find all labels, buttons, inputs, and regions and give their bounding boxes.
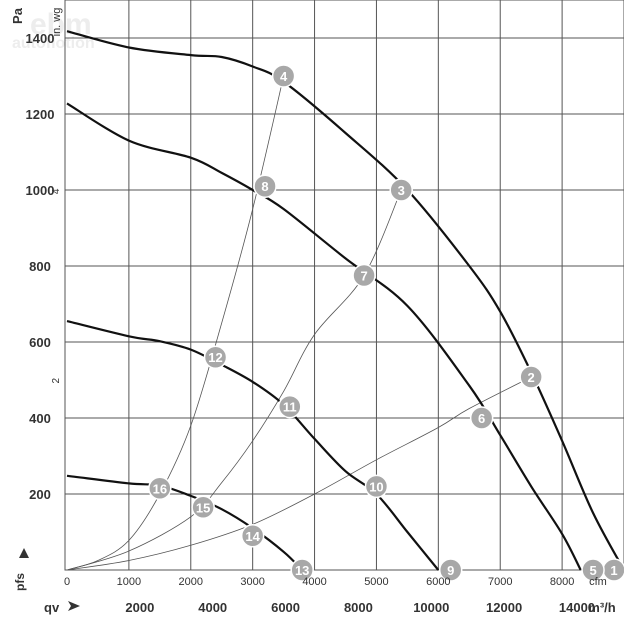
x-tick-label-cfm: 6000 xyxy=(426,576,450,588)
operating-point-marker xyxy=(271,64,296,88)
x-tick-label-cfm: 0 xyxy=(64,576,70,588)
y-axis-symbol: pfs xyxy=(13,548,29,591)
y-tick-label-pa: 1200 xyxy=(26,107,55,122)
y-axis-arrow-icon xyxy=(19,548,29,558)
x-tick-label-m3h: 10000 xyxy=(413,600,449,615)
operating-point-label: 6 xyxy=(478,411,485,426)
operating-point-marker xyxy=(352,263,376,288)
operating-point-label: 10 xyxy=(369,479,383,494)
x-tick-label-cfm: 5000 xyxy=(364,576,388,588)
x-tick-label-cfm: 8000 xyxy=(550,576,574,588)
operating-point-label: 7 xyxy=(360,269,367,284)
x-axis-symbol-label: qv xyxy=(44,600,60,615)
operating-point-label: 9 xyxy=(447,563,454,578)
x-tick-label-m3h: 8000 xyxy=(344,600,373,615)
operating-point-label: 4 xyxy=(280,69,288,84)
y-tick-label-pa: 1400 xyxy=(26,31,55,46)
y-tick-label-pa: 600 xyxy=(29,335,51,350)
fan-curve-line xyxy=(66,30,624,571)
y-axis-unit-inwg: in. wg xyxy=(51,8,63,37)
operating-point-label: 5 xyxy=(589,563,596,578)
fan-curve-line xyxy=(66,102,582,571)
watermark-slogan: autoflotion xyxy=(12,35,95,52)
operating-point-label: 8 xyxy=(261,179,268,194)
y-tick-label-pa: 200 xyxy=(29,487,51,502)
operating-point-marker xyxy=(240,524,265,548)
x-tick-label-m3h: 6000 xyxy=(271,600,300,615)
x-tick-label-m3h: 12000 xyxy=(486,600,522,615)
operating-point-marker xyxy=(364,474,389,499)
system-curve-line xyxy=(66,376,532,571)
x-tick-label-m3h: 14000 xyxy=(559,600,595,615)
operating-point-marker xyxy=(389,178,413,202)
x-axis-symbol: qv xyxy=(44,600,80,615)
system-curves xyxy=(66,75,532,571)
operating-point-label: 15 xyxy=(196,500,210,515)
operating-point-marker xyxy=(278,394,302,419)
operating-point-label: 13 xyxy=(295,563,309,578)
operating-point-label: 14 xyxy=(245,529,260,544)
operating-point-marker xyxy=(438,558,463,582)
y-axis-symbol-label: pfs xyxy=(13,573,27,591)
x-tick-label-cfm: 3000 xyxy=(240,576,264,588)
operating-point-label: 16 xyxy=(153,481,167,496)
operating-point-marker xyxy=(203,345,228,369)
x-tick-label-cfm: 1000 xyxy=(117,576,141,588)
operating-point-marker xyxy=(191,495,215,520)
operating-point-marker xyxy=(253,174,277,198)
operating-point-label: 1 xyxy=(610,563,617,578)
x-axis-unit-m3h: m³/h xyxy=(588,600,616,615)
x-tick-label-m3h: 2000 xyxy=(125,600,154,615)
system-curve-line xyxy=(66,189,402,571)
y-tick-label-pa: 800 xyxy=(29,259,51,274)
operating-point-label: 2 xyxy=(528,370,535,385)
x-axis-unit-cfm: cfm xyxy=(589,576,607,588)
x-tick-label-cfm: 2000 xyxy=(179,576,203,588)
operating-point-marker xyxy=(519,365,543,389)
y-axis-unit-pa: Pa xyxy=(10,7,25,24)
operating-point-marker xyxy=(290,558,314,582)
y-tick-label-pa: 1000 xyxy=(26,183,55,198)
x-tick-label-cfm: 7000 xyxy=(488,576,512,588)
operating-point-marker xyxy=(148,476,172,501)
system-curve-line xyxy=(66,75,284,571)
fan-curve-line xyxy=(66,474,303,571)
operating-point-marker xyxy=(469,406,494,430)
x-tick-label-cfm: 4000 xyxy=(302,576,326,588)
x-axis-arrow-icon xyxy=(68,601,80,611)
operating-point-label: 12 xyxy=(208,350,222,365)
operating-point-marker xyxy=(581,558,605,582)
y-tick-label-inwg: 4 xyxy=(51,188,62,194)
y-tick-label-inwg: 2 xyxy=(51,377,62,383)
y-tick-label-pa: 400 xyxy=(29,411,51,426)
axis-ticks: 200 400 600 800 1000 1200 1400 2 4 0 1000 2000 3000 4… xyxy=(26,31,596,615)
operating-point-label: 11 xyxy=(283,400,297,415)
x-tick-label-m3h: 4000 xyxy=(198,600,227,615)
operating-point-label: 3 xyxy=(398,183,405,198)
